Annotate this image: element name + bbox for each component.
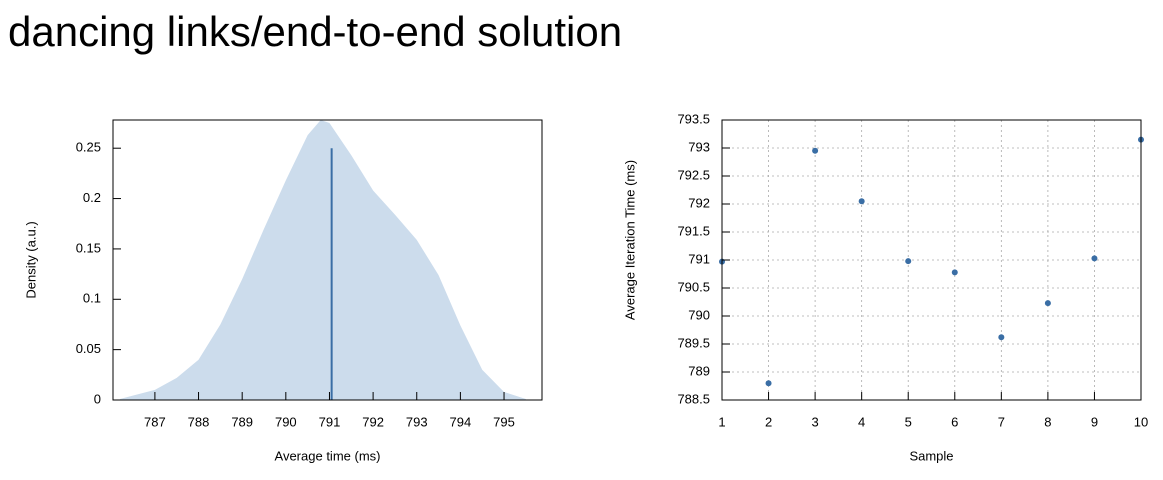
x-tick-label: 788: [188, 414, 210, 429]
x-tick-label: 7: [998, 414, 1005, 429]
x-tick-label: 790: [275, 414, 297, 429]
x-tick-label: 10: [1134, 414, 1148, 429]
x-axis-label: Average time (ms): [275, 448, 381, 463]
x-tick-label: 4: [858, 414, 865, 429]
density-area: [119, 120, 526, 400]
y-tick-label: 793: [688, 139, 710, 154]
y-tick-label: 792: [688, 195, 710, 210]
x-tick-label: 789: [231, 414, 253, 429]
y-tick-label: 0.15: [76, 240, 101, 255]
x-tick-label: 795: [493, 414, 515, 429]
y-tick-label: 788.5: [677, 391, 710, 406]
plot-frame: [112, 119, 543, 401]
y-axis-label: Average Iteration Time (ms): [622, 160, 637, 320]
y-tick-label: 0.2: [83, 190, 101, 205]
y-tick-label: 0.1: [83, 291, 101, 306]
y-tick-label: 791: [688, 251, 710, 266]
point: [998, 334, 1005, 341]
point: [765, 380, 772, 387]
x-tick-label: 3: [811, 414, 818, 429]
x-tick-label: 1: [718, 414, 725, 429]
y-tick-label: 789.5: [677, 335, 710, 350]
x-tick-label: 9: [1091, 414, 1098, 429]
x-tick-label: 791: [319, 414, 341, 429]
y-tick-label: 792.5: [677, 167, 710, 182]
point: [812, 147, 819, 154]
y-axis-label: Density (a.u.): [23, 221, 38, 298]
y-tick-label: 790: [688, 307, 710, 322]
x-tick-label: 5: [905, 414, 912, 429]
point: [858, 198, 865, 205]
y-tick-label: 0.25: [76, 140, 101, 155]
page-title: dancing links/end-to-end solution: [8, 8, 622, 55]
x-axis-label: Sample: [909, 448, 953, 463]
y-tick-label: 791.5: [677, 223, 710, 238]
x-tick-label: 793: [406, 414, 428, 429]
y-tick-label: 789: [688, 363, 710, 378]
y-tick-label: 793.5: [677, 111, 710, 126]
x-tick-label: 2: [765, 414, 772, 429]
x-tick-label: 6: [951, 414, 958, 429]
x-tick-label: 792: [362, 414, 384, 429]
point: [1091, 255, 1098, 262]
point: [905, 258, 912, 265]
x-tick-label: 8: [1044, 414, 1051, 429]
point: [1044, 300, 1051, 307]
point: [951, 269, 958, 276]
y-tick-label: 790.5: [677, 279, 710, 294]
y-tick-label: 0: [94, 391, 101, 406]
x-tick-label: 787: [144, 414, 166, 429]
x-tick-label: 794: [450, 414, 472, 429]
y-tick-label: 0.05: [76, 341, 101, 356]
